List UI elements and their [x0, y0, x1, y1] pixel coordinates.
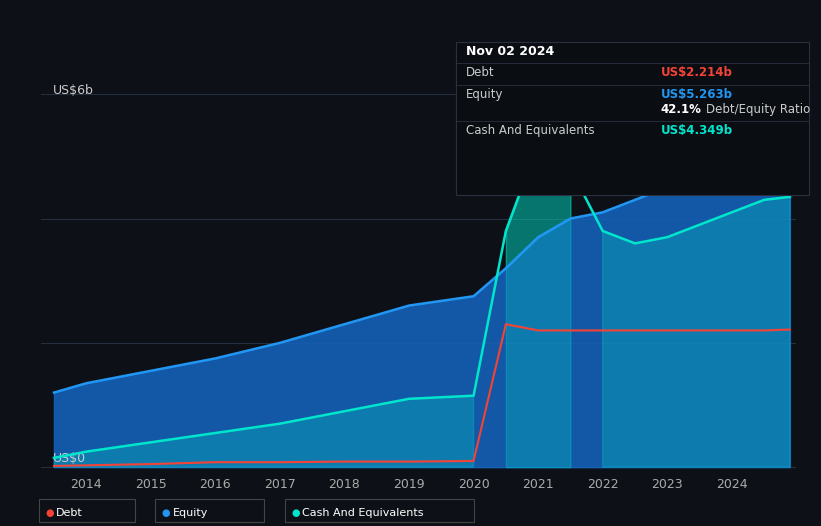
Text: US$6b: US$6b	[53, 84, 94, 97]
Text: Cash And Equivalents: Cash And Equivalents	[466, 124, 594, 137]
Text: US$2.214b: US$2.214b	[661, 66, 733, 79]
Text: Cash And Equivalents: Cash And Equivalents	[302, 508, 424, 518]
Text: Debt: Debt	[56, 508, 83, 518]
Text: US$5.263b: US$5.263b	[661, 88, 733, 101]
Text: ●: ●	[162, 508, 170, 518]
Text: ●: ●	[45, 508, 53, 518]
Text: Nov 02 2024: Nov 02 2024	[466, 45, 553, 58]
Text: Debt/Equity Ratio: Debt/Equity Ratio	[706, 103, 810, 116]
Text: Equity: Equity	[466, 88, 503, 101]
Text: Debt: Debt	[466, 66, 494, 79]
Text: 42.1%: 42.1%	[661, 103, 702, 116]
Text: US$0: US$0	[53, 452, 85, 465]
Text: Equity: Equity	[172, 508, 208, 518]
Text: US$4.349b: US$4.349b	[661, 124, 733, 137]
Text: ●: ●	[291, 508, 300, 518]
